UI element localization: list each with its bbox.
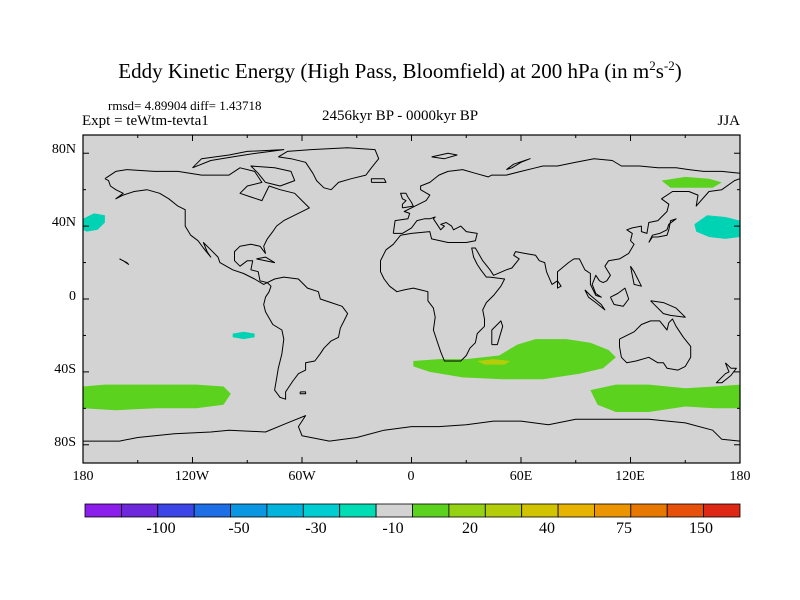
colorbar-cell [666,503,705,518]
colorbar-cell [412,503,450,518]
lon-label-60w: 60W [288,469,316,484]
colorbar-label: -50 [228,520,250,537]
colorbar-cell [266,503,304,518]
colorbar-label: 75 [616,520,632,537]
lon-label-180e: 180 [729,469,751,484]
lat-label-40s: 40S [54,362,76,377]
colorbar-cells [84,503,741,518]
colorbar-cell [157,503,195,518]
coastline-south-america [263,276,349,400]
colorbar-cell [230,503,268,518]
lat-label-40n: 40N [51,215,76,230]
south-pacific-green-band-region [83,384,231,411]
colorbar-cell [375,503,413,518]
lat-label-80s: 80S [54,435,76,450]
coastline-north-america [104,167,310,285]
southern-ocean-green-band-region [590,384,740,412]
coastline-borneo [609,287,630,307]
colorbar-cell [302,503,341,518]
coastline-australia [619,318,692,371]
coastline-cuba [256,256,276,264]
plot-title: Eddy Kinetic Energy (High Pass, Bloomfie… [118,58,682,83]
colorbar-cell [121,503,159,518]
coastline-madagascar [491,320,504,346]
coastline-svalbard [431,152,458,160]
coastline-arctic-archipelago [192,149,285,169]
colorbar-cell [448,503,486,518]
stats-label: rmsd= 4.89904 diff= 1.43718 [108,98,262,113]
south-atlantic-indian-green-band-region [413,339,616,380]
colorbar-label: 40 [539,520,555,537]
lon-label-60e: 60E [509,469,533,484]
coastline-britain [400,192,414,209]
coastline-new-zealand [715,362,737,384]
colorbar-cell [521,503,559,518]
colorbar-label: 20 [462,520,478,537]
anomaly-regions [83,176,740,412]
coastlines [83,147,741,442]
colorbar-cell [484,503,523,518]
colorbar-cell [84,503,122,518]
map-ticks [82,135,741,463]
lat-label-0: 0 [69,289,76,304]
coastline-japan [648,218,677,243]
coastline-hawaii [119,258,130,265]
colorbar-label: -100 [146,520,176,537]
season-label: JJA [717,113,740,129]
colorbar-cell [339,503,377,518]
colorbar-label: -30 [305,520,327,537]
south-indian-yellow-patch-region [477,359,511,365]
coastline-sri-lanka [557,280,562,289]
coastline-novaya-zemlya [506,158,531,171]
colorbar-cell [703,503,741,518]
experiment-label: Expt = teWtm-tevta1 [82,113,209,129]
colorbar-cell [557,503,595,518]
coastline-sumatra [584,289,606,311]
lon-label-120e: 120E [615,469,645,484]
colorbar-label: -10 [382,520,404,537]
coastline-falklands [299,391,307,395]
coastline-eurasia-africa [380,158,741,362]
colorbar-cell [193,503,231,518]
lon-label-180w: 180 [72,469,94,484]
coastline-new-guinea [650,300,686,318]
lon-label-120w: 120W [174,469,210,484]
coastline-baffin [250,165,296,187]
colorbar-label: 150 [689,520,713,537]
period-label: 2456kyr BP - 0000kyr BP [321,108,479,124]
lon-label-0: 0 [407,469,415,484]
coastline-antarctica [83,415,741,442]
south-pacific-teal-patch-region [232,331,255,340]
lat-label-80n: 80N [51,142,76,157]
coastline-greenland [278,147,380,191]
north-pacific-west-teal-region [83,213,105,232]
kamchatka-teal-region [694,215,740,239]
east-siberia-green-region [661,176,722,188]
colorbar-cell [630,503,668,518]
coastline-iceland [370,178,387,183]
coastline-philippines [630,265,642,287]
colorbar-cell [594,503,632,518]
